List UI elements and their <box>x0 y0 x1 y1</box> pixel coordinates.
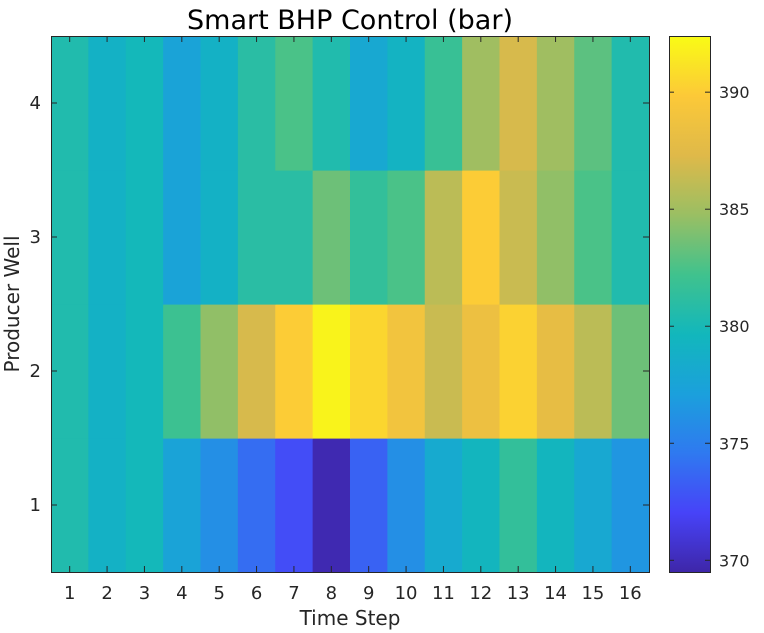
heatmap-cell <box>387 438 426 573</box>
x-axis-label: Time Step <box>299 606 401 630</box>
x-tick-label: 12 <box>469 583 492 604</box>
colorbar-tick-label: 370 <box>719 551 750 570</box>
heatmap-cell <box>424 36 463 171</box>
heatmap-cell <box>499 438 538 573</box>
heatmap-cell <box>51 36 89 171</box>
heatmap-cell <box>499 36 538 171</box>
heatmap-cell <box>350 170 388 305</box>
heatmap-cell <box>312 170 351 305</box>
heatmap-cell <box>88 36 127 171</box>
heatmap-cell <box>200 304 239 439</box>
chart-title: Smart BHP Control (bar) <box>187 5 513 36</box>
y-axis-ticks: 1 2 3 4 <box>30 93 649 516</box>
heatmap-cell <box>125 438 164 573</box>
heatmap-cell <box>163 304 202 439</box>
heatmap-cell <box>574 304 613 439</box>
heatmap-cell <box>275 304 314 439</box>
heatmap-cell <box>312 36 351 171</box>
colorbar-tick-label: 390 <box>719 83 750 102</box>
heatmap-cell <box>387 36 426 171</box>
heatmap-cell <box>424 438 463 573</box>
y-tick-label: 1 <box>30 495 41 516</box>
heatmap-cell <box>88 438 127 573</box>
heatmap-cell <box>125 170 164 305</box>
heatmap-cell <box>462 36 501 171</box>
x-tick-label: 7 <box>288 583 299 604</box>
heatmap-cell <box>237 304 276 439</box>
heatmap-cells <box>51 36 650 573</box>
heatmap-cell <box>125 304 164 439</box>
colorbar-tick-label: 385 <box>719 200 750 219</box>
heatmap-cell <box>574 438 613 573</box>
x-tick-label: 5 <box>213 583 224 604</box>
heatmap-cell <box>200 36 239 171</box>
heatmap-cell <box>424 304 463 439</box>
heatmap-cell <box>163 36 202 171</box>
heatmap-cell <box>350 36 388 171</box>
heatmap-cell <box>312 304 351 439</box>
heatmap-cell <box>312 438 351 573</box>
heatmap-cell <box>387 304 426 439</box>
heatmap-cell <box>462 438 501 573</box>
x-tick-label: 15 <box>581 583 604 604</box>
heatmap-cell <box>200 438 239 573</box>
heatmap-cell <box>275 170 314 305</box>
x-tick-label: 9 <box>363 583 374 604</box>
x-tick-label: 13 <box>507 583 530 604</box>
heatmap-cell <box>387 170 426 305</box>
heatmap-cell <box>499 170 538 305</box>
x-tick-label: 10 <box>395 583 418 604</box>
heatmap-cell <box>275 438 314 573</box>
heatmap-cell <box>51 304 89 439</box>
heatmap-cell <box>51 438 89 573</box>
heatmap-cell <box>536 36 575 171</box>
colorbar-ticks: 370 375 380 385 390 <box>669 83 750 570</box>
y-tick-label: 3 <box>30 227 41 248</box>
heatmap-cell <box>237 170 276 305</box>
x-tick-label: 6 <box>251 583 262 604</box>
x-axis-ticks: 1 2 3 4 5 6 7 8 9 10 11 12 13 14 15 16 <box>64 36 642 604</box>
x-tick-label: 2 <box>101 583 112 604</box>
heatmap-cell <box>574 36 613 171</box>
heatmap-cell <box>163 438 202 573</box>
heatmap-cell <box>88 170 127 305</box>
heatmap-cell <box>536 438 575 573</box>
heatmap-cell <box>350 438 388 573</box>
heatmap-cell <box>237 438 276 573</box>
heatmap-cell <box>125 36 164 171</box>
x-tick-label: 8 <box>326 583 337 604</box>
x-tick-label: 3 <box>139 583 150 604</box>
x-tick-label: 11 <box>432 583 455 604</box>
colorbar-tick-label: 375 <box>719 434 750 453</box>
heatmap-cell <box>237 36 276 171</box>
heatmap-cell <box>163 170 202 305</box>
heatmap-cell <box>275 36 314 171</box>
heatmap-cell <box>88 304 127 439</box>
heatmap-cell <box>536 170 575 305</box>
x-tick-label: 4 <box>176 583 187 604</box>
y-axis-label: Producer Well <box>0 235 24 372</box>
y-tick-label: 2 <box>30 361 41 382</box>
heatmap-cell <box>462 304 501 439</box>
x-tick-label: 16 <box>619 583 642 604</box>
plot-frame <box>51 36 650 573</box>
heatmap-cell <box>499 304 538 439</box>
heatmap-cell <box>574 170 613 305</box>
heatmap-cell <box>350 304 388 439</box>
y-tick-label: 4 <box>30 93 41 114</box>
heatmap-cell <box>51 170 89 305</box>
heatmap-cell <box>462 170 501 305</box>
colorbar <box>669 36 711 573</box>
x-tick-label: 1 <box>64 583 75 604</box>
heatmap-cell <box>424 170 463 305</box>
x-tick-label: 14 <box>544 583 567 604</box>
heatmap-cell <box>200 170 239 305</box>
heatmap-cell <box>536 304 575 439</box>
colorbar-tick-label: 380 <box>719 317 750 336</box>
